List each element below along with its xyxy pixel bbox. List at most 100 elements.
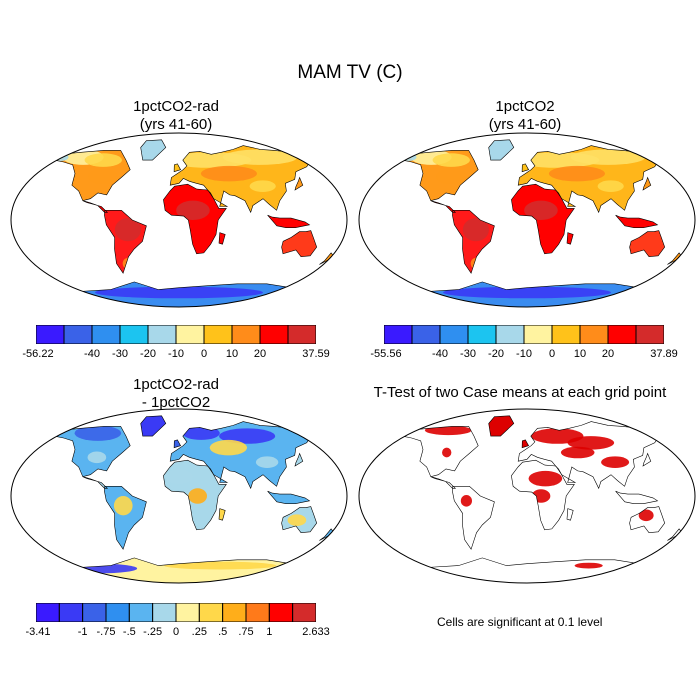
panel-title-3: 1pctCO2-rad - 1pctCO2 bbox=[16, 376, 336, 412]
colorbar-panel-3 bbox=[36, 603, 316, 622]
colorbar-tick-label: -.5 bbox=[122, 626, 136, 638]
colorbar-swatch bbox=[128, 603, 154, 622]
land-indonesia bbox=[615, 215, 658, 228]
land-madagascar bbox=[567, 508, 574, 521]
colorbar-tick-label: -10 bbox=[516, 348, 532, 360]
panel-title-4: T-Test of two Case means at each grid po… bbox=[340, 384, 700, 402]
field-region bbox=[209, 439, 248, 456]
coastline bbox=[173, 439, 182, 449]
coastline bbox=[163, 459, 227, 531]
colorbar-tick-label: 20 bbox=[253, 348, 267, 360]
colorbar-swatch bbox=[119, 325, 149, 344]
field-region bbox=[188, 488, 208, 504]
colorbar-swatch bbox=[551, 325, 581, 344]
field-region bbox=[114, 218, 141, 242]
field-region bbox=[222, 149, 298, 165]
field-region bbox=[524, 200, 558, 220]
colorbar-swatch bbox=[439, 325, 469, 344]
colorbar-swatch bbox=[198, 603, 224, 622]
coastline bbox=[521, 163, 530, 173]
coastline bbox=[267, 490, 311, 504]
colorbar-swatch bbox=[36, 603, 60, 622]
coastline bbox=[82, 200, 109, 213]
coastline bbox=[267, 214, 311, 228]
coastline bbox=[629, 230, 666, 258]
coastline bbox=[488, 415, 515, 437]
land-indonesia bbox=[267, 491, 310, 504]
colorbar-tick-label: 0 bbox=[548, 348, 556, 360]
colorbar-swatch bbox=[579, 325, 609, 344]
field-region bbox=[443, 286, 611, 299]
colorbar-swatch bbox=[495, 325, 525, 344]
coastline bbox=[53, 150, 131, 202]
colorbar-swatch bbox=[36, 325, 65, 344]
field-region bbox=[460, 495, 473, 507]
coastline bbox=[521, 439, 530, 449]
significance-note: Cells are significant at 0.1 level bbox=[437, 615, 603, 629]
colorbar-swatch bbox=[152, 603, 177, 622]
map-frame bbox=[358, 408, 696, 584]
land-greenland bbox=[488, 415, 514, 437]
field-region bbox=[200, 165, 257, 182]
colorbar-tick-label: 20 bbox=[601, 348, 615, 360]
land-australia bbox=[629, 230, 665, 257]
figure-title: MAM TV (C) bbox=[297, 62, 403, 83]
colorbar-swatch bbox=[411, 325, 441, 344]
colorbar-swatch bbox=[607, 325, 637, 344]
colorbar-tick-label: 37.89 bbox=[650, 348, 678, 360]
colorbar-tick-label: -3.41 bbox=[25, 626, 51, 638]
colorbar-tick-label: 0 bbox=[200, 348, 208, 360]
map-frame bbox=[358, 132, 696, 308]
panel-title-3-line2: - 1pctCO2 bbox=[141, 394, 211, 411]
coastline bbox=[140, 415, 167, 437]
colorbar-swatch bbox=[231, 325, 261, 344]
colorbar-tick-label: 37.59 bbox=[302, 348, 330, 360]
coastline bbox=[615, 490, 659, 504]
coastline bbox=[281, 506, 318, 534]
colorbar-swatch bbox=[58, 603, 84, 622]
field-region bbox=[287, 514, 307, 526]
map-panel-2 bbox=[358, 132, 696, 308]
coastline bbox=[53, 426, 131, 478]
field-region bbox=[462, 218, 489, 242]
coastline bbox=[511, 459, 575, 531]
colorbar-swatch bbox=[467, 325, 497, 344]
land-nz bbox=[319, 528, 335, 541]
coastline bbox=[218, 232, 226, 245]
colorbar-tick-label: -56.22 bbox=[22, 348, 54, 360]
map-panel-4 bbox=[358, 408, 696, 584]
colorbar-tick-label: 10 bbox=[225, 348, 239, 360]
map-frame bbox=[10, 132, 348, 308]
coastline bbox=[294, 452, 304, 467]
colorbar-tick-label: -40 bbox=[84, 348, 100, 360]
land-australia bbox=[281, 230, 317, 257]
colorbar-tick-label: .25 bbox=[191, 626, 207, 638]
colorbar-tick-label: 2.633 bbox=[302, 626, 330, 638]
field-region bbox=[95, 286, 263, 299]
land-nz bbox=[667, 528, 683, 541]
colorbar-swatch bbox=[82, 603, 107, 622]
colorbar-swatch bbox=[384, 325, 413, 344]
coastline bbox=[488, 139, 515, 161]
field-region bbox=[219, 428, 276, 444]
colorbar-swatch bbox=[245, 603, 270, 622]
coastline bbox=[173, 163, 182, 173]
field-region bbox=[638, 509, 654, 522]
panel-title-1: 1pctCO2-rad (yrs 41-60) bbox=[16, 98, 336, 134]
land-northAmerica bbox=[402, 426, 479, 477]
colorbar-swatch bbox=[259, 325, 289, 344]
coastline bbox=[104, 486, 147, 550]
coastline bbox=[452, 486, 495, 550]
land-uk bbox=[522, 439, 529, 448]
colorbar-swatch bbox=[635, 325, 664, 344]
field-region bbox=[442, 447, 452, 458]
coastline bbox=[452, 210, 495, 274]
field-region bbox=[560, 446, 595, 459]
colorbar-swatch bbox=[287, 325, 316, 344]
coastline bbox=[511, 183, 575, 255]
coastline bbox=[642, 176, 652, 191]
land-greenland bbox=[140, 139, 166, 161]
field-region bbox=[597, 180, 624, 192]
coastline bbox=[163, 183, 227, 255]
land-madagascar bbox=[567, 232, 574, 245]
